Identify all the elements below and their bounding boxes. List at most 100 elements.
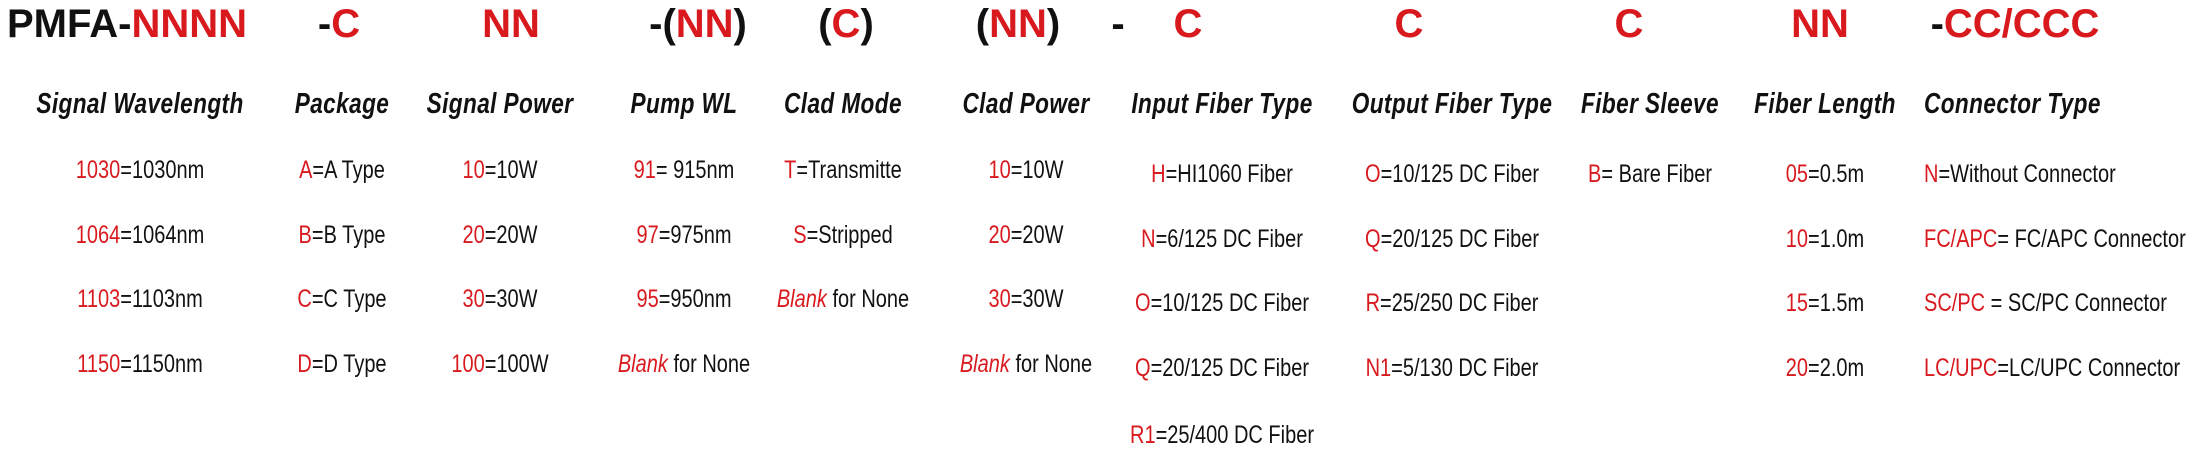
- option-entry: 1030=1030nm: [76, 156, 204, 185]
- code-part: NNNN: [131, 2, 247, 46]
- code-part: -: [1111, 2, 1125, 46]
- code-segment: -: [1111, 2, 1124, 47]
- code-part: C: [1394, 2, 1424, 46]
- option-code: B: [1588, 160, 1602, 188]
- option-code: FC/APC: [1924, 225, 1998, 253]
- option-code: 100: [451, 350, 485, 378]
- option-code: D: [297, 350, 312, 378]
- option-desc: =2.0m: [1808, 354, 1865, 382]
- option-entry: Blank for None: [618, 350, 750, 379]
- option-desc: =975nm: [658, 221, 732, 249]
- option-desc: = Bare Fiber: [1601, 160, 1712, 188]
- code-part: C: [1614, 2, 1644, 46]
- option-desc: =D Type: [311, 350, 387, 378]
- option-entry: R1=25/400 DC Fiber: [1130, 421, 1314, 450]
- option-code: Blank: [959, 350, 1010, 378]
- option-entry: 100=100W: [451, 350, 548, 379]
- code-part: NN: [675, 2, 734, 46]
- code-segment: NN: [482, 2, 540, 47]
- code-part: (: [975, 2, 990, 46]
- option-entry: R=25/250 DC Fiber: [1366, 289, 1539, 318]
- option-entry: 97=975nm: [636, 221, 731, 250]
- option-code: O: [1135, 289, 1151, 317]
- option-entry: A=A Type: [299, 156, 385, 185]
- option-desc: =1150nm: [120, 350, 203, 378]
- option-desc: =10/125 DC Fiber: [1380, 160, 1539, 188]
- option-code: Blank: [617, 350, 668, 378]
- option-desc: =1064nm: [120, 221, 205, 249]
- code-part: PMFA-: [7, 2, 132, 46]
- option-desc: =Stripped: [806, 221, 893, 249]
- option-code: 10: [988, 156, 1011, 184]
- option-code: C: [297, 285, 312, 313]
- column-title: Clad Power: [962, 88, 1090, 120]
- option-desc: =25/250 DC Fiber: [1380, 289, 1539, 317]
- option-desc: =LC/UPC Connector: [1997, 354, 2181, 382]
- option-code: 91: [633, 156, 656, 184]
- option-desc: =HI1060 Fiber: [1165, 160, 1293, 188]
- option-entry: 15=1.5m: [1786, 289, 1864, 318]
- option-entry: 10=1.0m: [1786, 225, 1864, 254]
- option-code: 20: [462, 221, 485, 249]
- option-code: O: [1365, 160, 1381, 188]
- option-desc: =1.5m: [1808, 289, 1865, 317]
- option-desc: =0.5m: [1808, 160, 1865, 188]
- option-entry: 10=10W: [462, 156, 537, 185]
- option-entry: N1=5/130 DC Fiber: [1366, 354, 1539, 383]
- option-entry: H=HI1060 Fiber: [1151, 160, 1293, 189]
- option-entry: Blank for None: [960, 350, 1092, 379]
- option-code: 1103: [77, 285, 121, 313]
- column-title: Pump WL: [630, 88, 738, 120]
- option-entry: 10=10W: [988, 156, 1063, 185]
- option-entry: 91= 915nm: [634, 156, 735, 185]
- option-entry: O=10/125 DC Fiber: [1365, 160, 1539, 189]
- code-segment: -CC/CCC: [1931, 2, 2100, 47]
- option-code: 30: [988, 285, 1011, 313]
- option-code: N1: [1365, 354, 1392, 382]
- option-entry: 30=30W: [988, 285, 1063, 314]
- option-entry: S=Stripped: [793, 221, 893, 250]
- option-desc: =1030nm: [120, 156, 205, 184]
- option-code: 1030: [75, 156, 121, 184]
- code-part: C: [331, 2, 361, 46]
- column-title: Signal Power: [426, 88, 574, 120]
- column-title: Package: [294, 88, 390, 120]
- option-entry: 05=0.5m: [1786, 160, 1864, 189]
- option-code: R: [1365, 289, 1381, 317]
- code-segment: C: [1174, 2, 1203, 47]
- option-code: Q: [1135, 354, 1151, 382]
- option-entry: 20=20W: [988, 221, 1063, 250]
- option-code: SC/PC: [1924, 289, 1986, 317]
- option-entry: 20=20W: [462, 221, 537, 250]
- code-part: ): [733, 2, 747, 46]
- option-desc: = SC/PC Connector: [1985, 289, 2167, 317]
- code-part: -: [317, 2, 332, 46]
- option-desc: =Without Connector: [1938, 160, 2116, 188]
- option-desc: =10W: [1010, 156, 1064, 184]
- code-segment: NN: [1791, 2, 1849, 47]
- option-desc: =6/125 DC Fiber: [1155, 225, 1303, 253]
- option-code: Blank: [776, 285, 827, 313]
- option-desc: = FC/APC Connector: [1997, 225, 2186, 253]
- code-segment: C: [1615, 2, 1644, 47]
- option-desc: =30W: [484, 285, 538, 313]
- column-title: Signal Wavelength: [36, 88, 244, 120]
- option-desc: =20W: [484, 221, 538, 249]
- code-part: NN: [1791, 2, 1849, 46]
- option-code: 20: [988, 221, 1011, 249]
- code-segment: -C: [318, 2, 360, 47]
- column-title: Fiber Sleeve: [1581, 88, 1719, 120]
- option-desc: =20/125 DC Fiber: [1150, 354, 1309, 382]
- option-desc: for None: [826, 285, 910, 313]
- option-entry: FC/APC= FC/APC Connector: [1924, 225, 2186, 254]
- option-code: N: [1141, 225, 1156, 253]
- option-code: 95: [636, 285, 659, 313]
- option-code: 05: [1785, 160, 1809, 188]
- option-code: R1: [1130, 421, 1156, 449]
- option-entry: 95=950nm: [636, 285, 731, 314]
- option-code: 10: [1785, 225, 1809, 253]
- option-code: A: [299, 156, 313, 184]
- option-entry: O=10/125 DC Fiber: [1135, 289, 1309, 318]
- code-part: -: [1930, 2, 1944, 46]
